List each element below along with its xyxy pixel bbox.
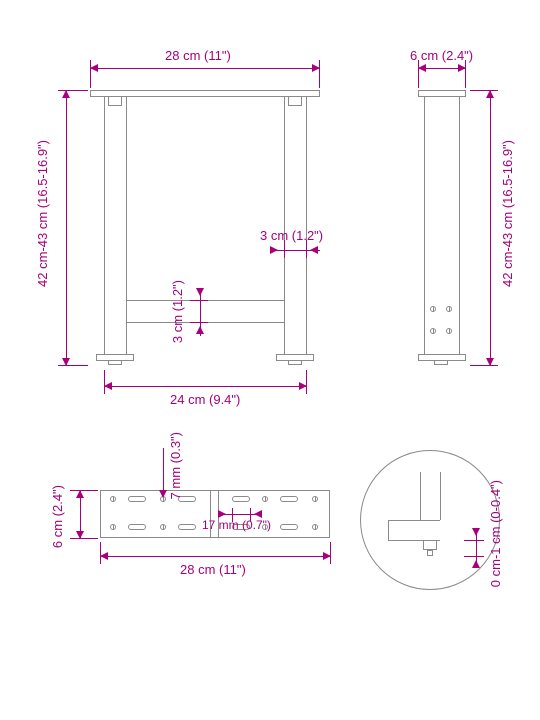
dim-front-bottom-width: 24 cm (9.4") xyxy=(170,392,240,407)
dim-front-height: 42 cm-43 cm (16.5-16.9") xyxy=(35,140,50,287)
dim-foot-adj: 0 cm-1 cm (0-0.4") xyxy=(488,480,503,587)
dim-bar-h: 3 cm (1.2") xyxy=(170,280,185,343)
dim-top-depth: 6 cm (2.4") xyxy=(50,485,65,548)
technical-drawing: 28 cm (11") 42 cm-43 cm (16.5-16.9") 24 … xyxy=(0,0,540,720)
dim-side-height: 42 cm-43 cm (16.5-16.9") xyxy=(500,140,515,287)
dim-side-top-width: 6 cm (2.4") xyxy=(410,48,473,63)
dim-top-width: 28 cm (11") xyxy=(180,562,246,577)
dim-front-top-width: 28 cm (11") xyxy=(165,48,231,63)
dim-hole-d: 7 mm (0.3") xyxy=(168,432,183,499)
dim-bar-w: 3 cm (1.2") xyxy=(260,228,323,243)
dim-slot-w: 17 mm (0.7") xyxy=(202,518,271,532)
